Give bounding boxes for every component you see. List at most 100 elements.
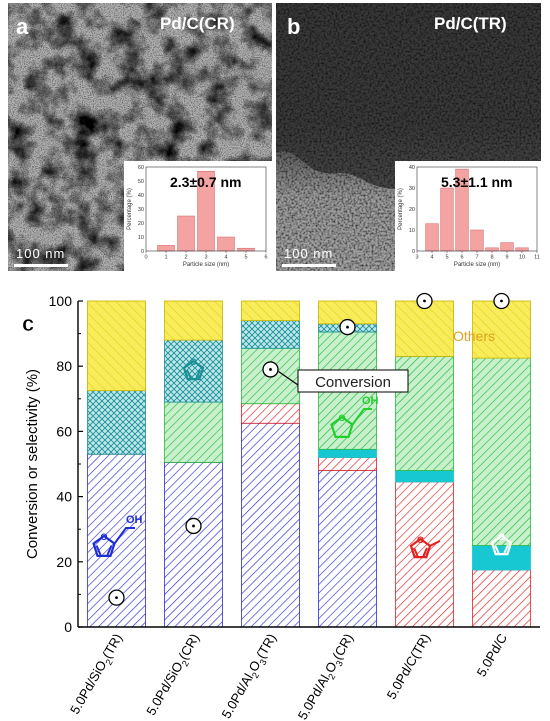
bar-segment-thfa-1 <box>164 401 223 463</box>
bar-segment-furan-5 <box>472 545 531 571</box>
sample-label-b: Pd/C(TR) <box>434 14 507 33</box>
x-category-label-1: 5.0Pd/SiO2(CR) <box>143 631 204 719</box>
hist-bar-b-5 <box>500 242 514 252</box>
hist-xtick-label-a-0: 0 <box>144 255 147 261</box>
bar-segment-furfuryl-alcohol-1 <box>164 461 223 628</box>
hist-xtick-label-b-0: 3 <box>415 255 418 261</box>
conversion-marker-dot-0 <box>115 596 118 600</box>
y-axis-label: Conversion or selectivity (%) <box>24 369 41 559</box>
histogram-inset-b: 3 4 5 6 7 8 9 10 11 0 10 20 30 40 Particle size (nm) Pe… <box>395 161 545 271</box>
hist-ytick-label-b-4: 40 <box>409 165 415 171</box>
bar-segment-others-5 <box>472 300 531 359</box>
bar-segment-methylfuran-2 <box>241 403 300 424</box>
bar-segment-others-2 <box>241 300 300 321</box>
x-category-label-3: 5.0Pd/Al2O3(CR) <box>295 631 359 721</box>
hist-xtick-label-a-3: 3 <box>204 255 207 261</box>
conversion-marker-dot-3 <box>346 325 349 329</box>
hist-ytick-label-a-3: 30 <box>138 207 144 213</box>
hist-ytick-label-b-0: 0 <box>412 249 415 255</box>
hist-ytick-label-a-0: 0 <box>141 249 144 255</box>
scale-bar-a <box>14 264 68 267</box>
furan-molecule-white-oxygen: O <box>498 532 505 542</box>
tem-image-a <box>8 3 272 271</box>
bar-segment-thf-2 <box>241 320 300 349</box>
bar-segment-furan-3 <box>318 448 377 458</box>
methylfuran-molecule-double-2 <box>413 547 419 557</box>
furfuryl-alcohol-oh: OH <box>126 514 143 526</box>
methylfuran-molecule-oxygen: O <box>417 535 424 545</box>
scale-bar-b <box>282 264 336 267</box>
hist-xtick-label-a-2: 2 <box>184 255 187 261</box>
bar-segment-furfuryl-alcohol-2 <box>241 422 300 628</box>
hist-bar-a-4 <box>237 247 255 252</box>
conversion-marker-dot-5 <box>500 299 503 303</box>
x-category-label-0: 5.0Pd/SiO2(TR) <box>67 631 128 718</box>
hist-xtick-label-a-5: 5 <box>244 255 247 261</box>
methylfuran-methyl <box>429 540 441 547</box>
thfa-oh: OH <box>362 395 379 407</box>
bar-segment-thf-1 <box>164 339 223 403</box>
thfa-molecule-oxygen: O <box>338 413 345 423</box>
x-category-label-5: 5.0Pd/C <box>474 631 510 679</box>
sample-label-a: Pd/C(CR) <box>160 14 235 33</box>
x-category-label-2: 5.0Pd/Al2O3(TR) <box>218 631 281 721</box>
hist-bar-b-4 <box>485 247 499 252</box>
furfuryl-alcohol-molecule-oxygen: O <box>100 532 107 542</box>
hist-bar-b-0 <box>425 223 439 252</box>
hist-xtick-label-a-4: 4 <box>224 255 227 261</box>
furan-molecule-double-2 <box>186 369 192 379</box>
hist-ytick-label-a-2: 20 <box>138 221 144 227</box>
methylfuran-molecule: O <box>409 535 441 559</box>
hist-bar-b-1 <box>440 187 454 252</box>
furan-molecule-double-1 <box>195 369 201 379</box>
conversion-marker-dot-2 <box>269 368 272 371</box>
scale-label-b: 100 nm <box>284 246 334 261</box>
hist-bar-b-6 <box>515 247 529 252</box>
hist-ylabel-a: Percentage (%) <box>127 188 133 230</box>
hist-ytick-label-a-5: 50 <box>138 179 144 185</box>
furfuryl-alcohol-molecule: O OH <box>92 514 143 557</box>
conversion-legend-box <box>297 369 409 393</box>
bar-segment-methylfuran-5 <box>472 569 531 628</box>
hist-xtick-label-b-1: 4 <box>430 255 433 261</box>
others-label: Others <box>453 328 495 344</box>
conversion-marker-dot-4 <box>423 299 426 303</box>
x-category-label-4: 5.0Pd/C(TR) <box>384 631 433 702</box>
y-tick-label-3: 60 <box>56 423 72 439</box>
hist-bar-a-1 <box>177 215 195 252</box>
panel-letter-b: b <box>287 14 301 39</box>
hist-bar-a-0 <box>157 245 175 252</box>
thfa-molecule: O OH <box>330 395 379 438</box>
hist-ytick-label-a-6: 60 <box>138 165 144 171</box>
furan-molecule-oxygen: O <box>190 357 197 367</box>
hist-bar-b-3 <box>470 229 484 252</box>
hist-ytick-label-a-4: 40 <box>138 193 144 199</box>
hist-xtick-label-a-1: 1 <box>164 255 167 261</box>
furfuryl-alcohol-chain <box>113 527 135 545</box>
size-text-a: 2.3±0.7 nm <box>170 174 242 190</box>
furan-molecule-white-ring <box>490 534 513 556</box>
y-tick-label-2: 40 <box>56 489 72 505</box>
furan-molecule: O <box>182 357 205 381</box>
furan-molecule-ring <box>182 359 205 381</box>
conversion-leader-line <box>278 370 299 386</box>
conversion-marker-dot-1 <box>192 524 195 528</box>
hist-ytick-label-b-1: 10 <box>409 228 415 234</box>
bar-segment-thfa-5 <box>472 357 531 546</box>
conversion-legend-label: Conversion <box>315 374 391 391</box>
bar-segment-thf-0 <box>87 390 146 455</box>
hist-ylabel-b: Percentage (%) <box>398 188 404 230</box>
hist-xtick-label-b-4: 7 <box>475 255 478 261</box>
thfa-molecule-ring <box>330 415 354 438</box>
hist-xtick-label-b-3: 6 <box>460 255 463 261</box>
hist-xtick-label-a-6: 6 <box>264 255 267 261</box>
bar-segment-methylfuran-3 <box>318 457 377 471</box>
bar-segment-others-1 <box>164 300 223 341</box>
hist-bar-a-3 <box>217 236 235 252</box>
bar-segment-furan-4 <box>395 470 454 483</box>
y-tick-label-0: 0 <box>64 619 72 635</box>
scale-label-a: 100 nm <box>16 246 66 261</box>
stacked-bar-chart: 0 20 40 60 80 100 Conversion or selectivity (%… <box>22 292 540 721</box>
methylfuran-molecule-double-1 <box>422 547 428 557</box>
